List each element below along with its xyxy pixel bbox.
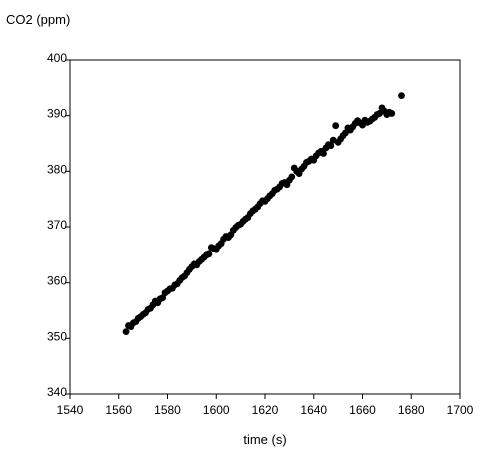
y-tick-label: 340	[47, 385, 67, 399]
data-point	[332, 122, 339, 129]
y-axis-title: CO2 (ppm)	[6, 12, 70, 27]
x-tick-label: 1560	[105, 403, 132, 417]
y-tick-label: 390	[47, 107, 67, 121]
x-tick-label: 1700	[447, 403, 474, 417]
x-tick-label: 1600	[203, 403, 230, 417]
x-tick-label: 1660	[349, 403, 376, 417]
x-tick-label: 1620	[252, 403, 279, 417]
data-point	[388, 110, 395, 117]
x-tick-label: 1540	[57, 403, 84, 417]
y-tick-label: 370	[47, 218, 67, 232]
y-tick-label: 400	[47, 51, 67, 65]
data-point	[398, 92, 405, 99]
x-tick-label: 1640	[300, 403, 327, 417]
y-tick-label: 380	[47, 162, 67, 176]
data-point	[123, 328, 130, 335]
plot-area-frame	[70, 60, 460, 394]
y-tick-label: 350	[47, 329, 67, 343]
data-point	[288, 174, 295, 181]
data-point	[206, 250, 213, 257]
x-tick-label: 1580	[154, 403, 181, 417]
x-axis-title: time (s)	[243, 432, 286, 447]
y-axis-ticks: 340 350 360 370 380 390 400	[47, 51, 70, 399]
x-axis-ticks: 1540 1560 1580 1600 1620 1640 1660 1680 1700	[57, 394, 474, 417]
x-tick-label: 1680	[398, 403, 425, 417]
y-tick-label: 360	[47, 274, 67, 288]
